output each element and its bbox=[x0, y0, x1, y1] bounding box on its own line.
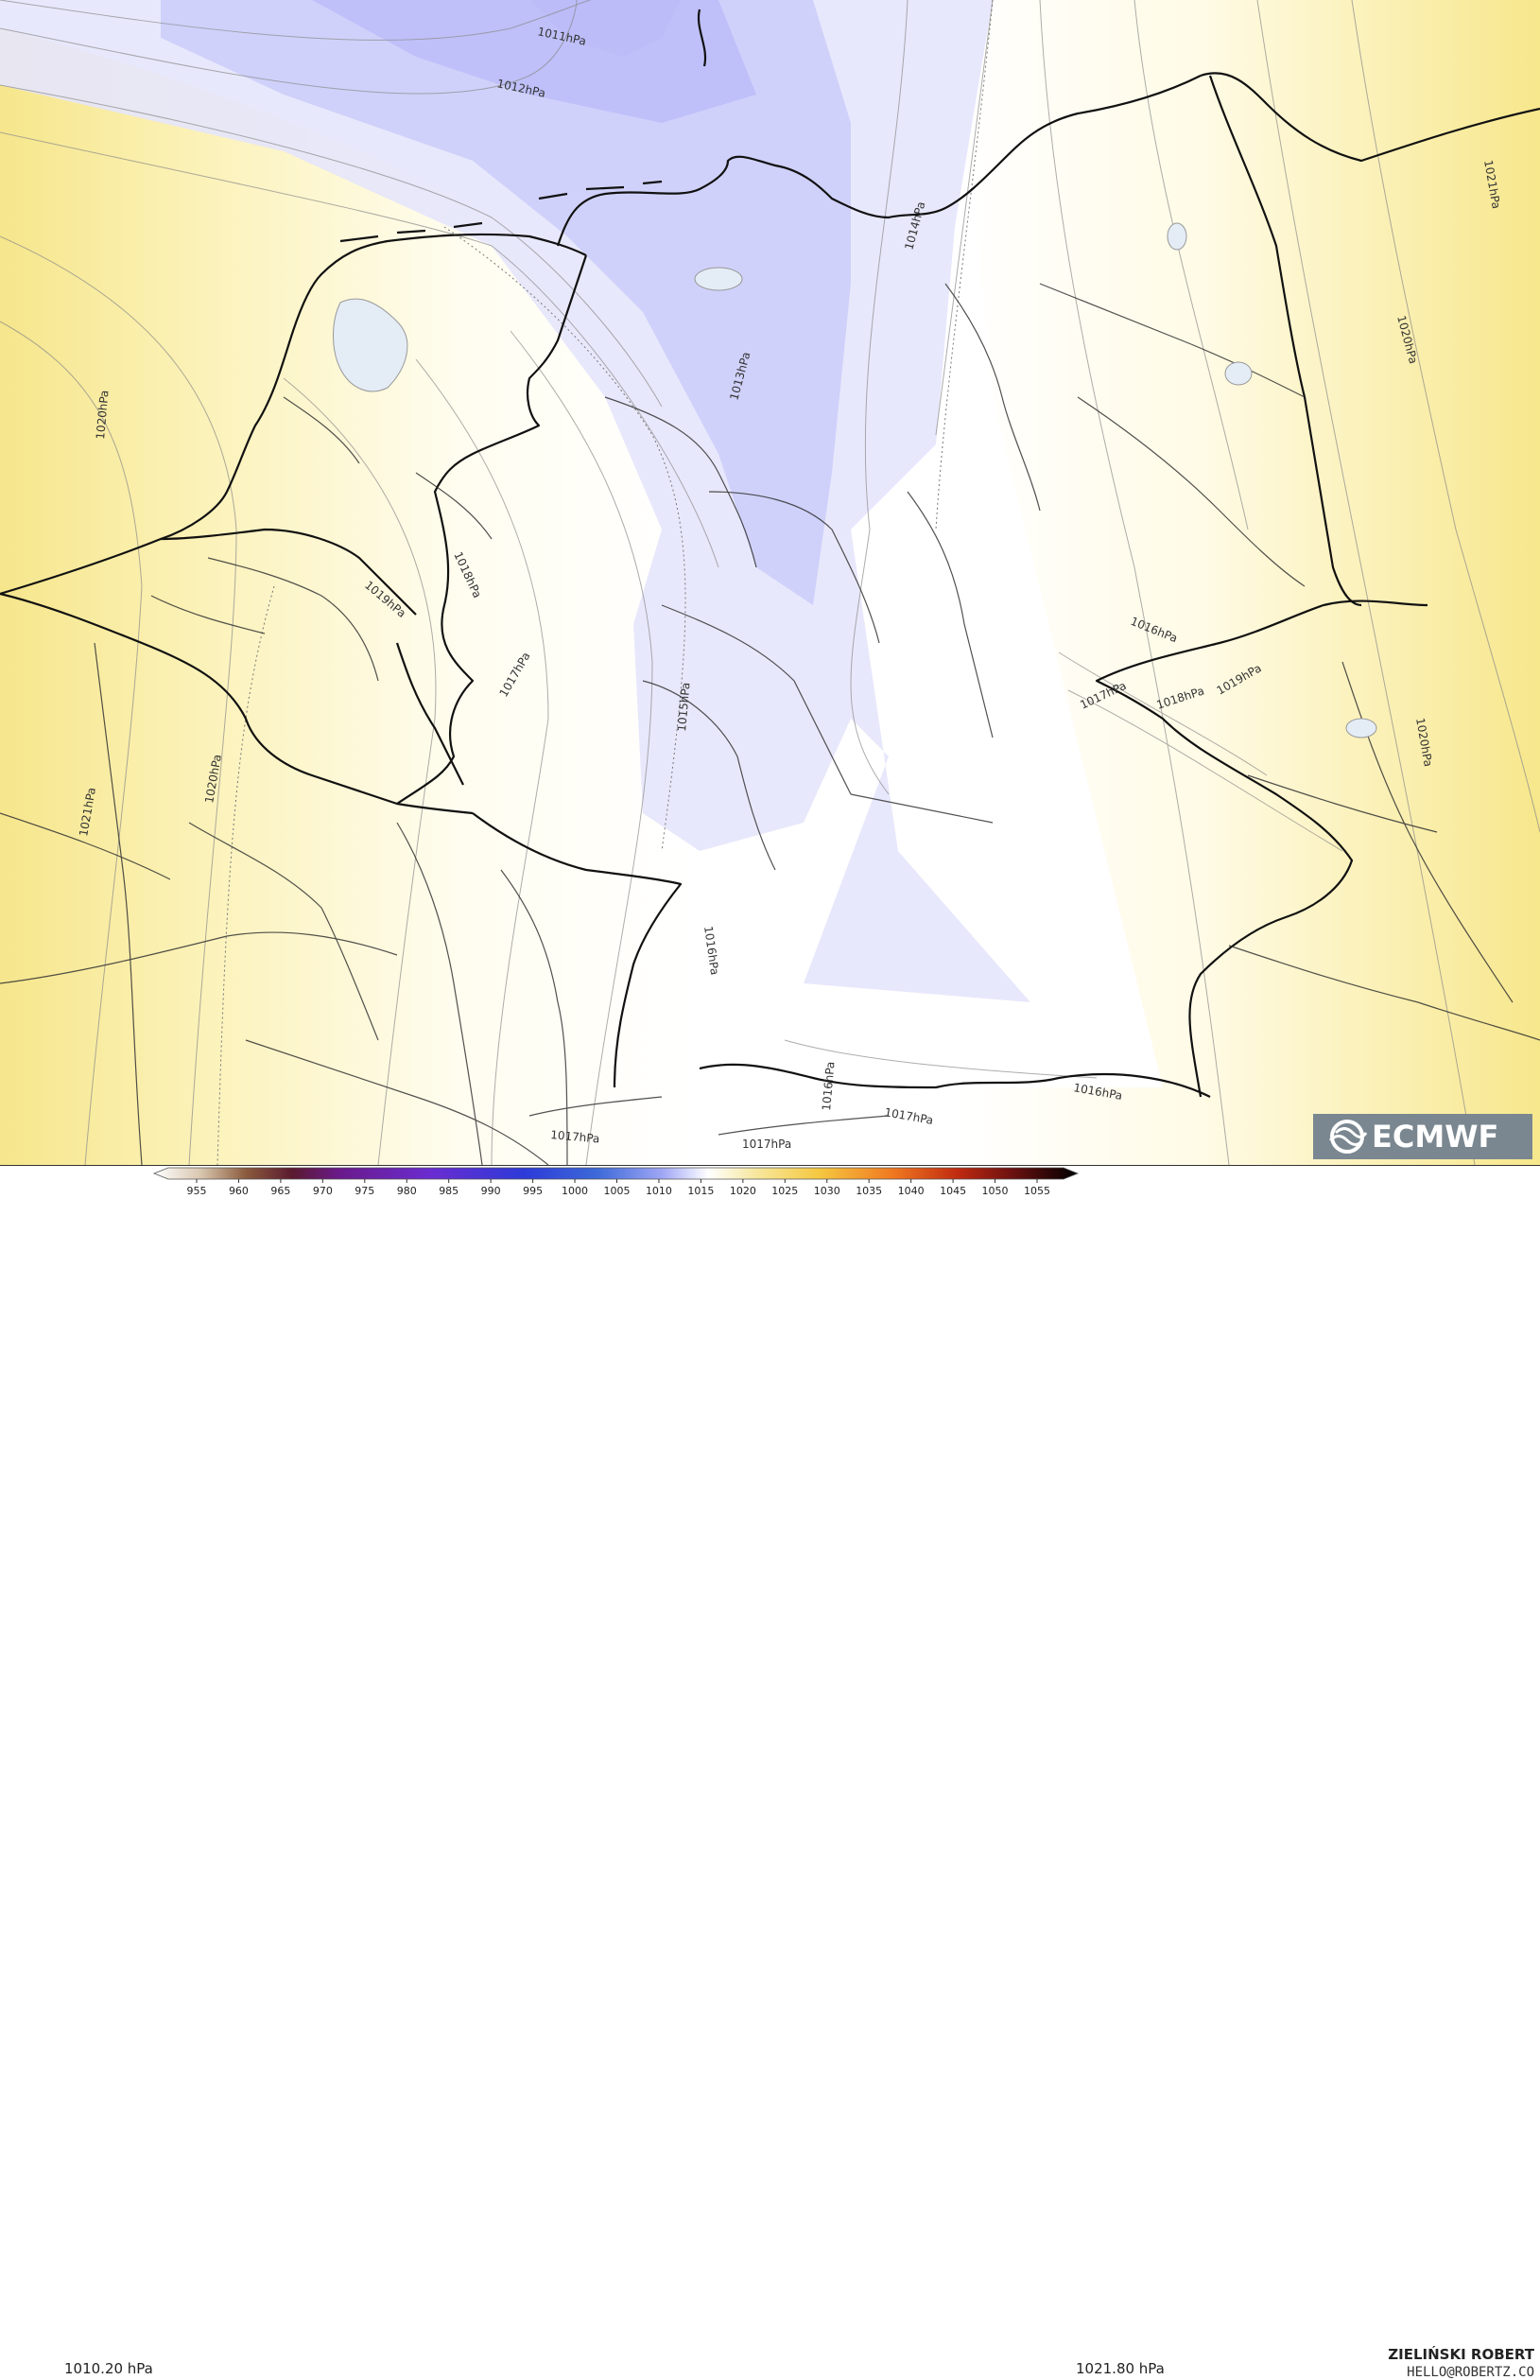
legend-min-label: 1010.20 hPa bbox=[64, 2360, 153, 2377]
ecmwf-logo: ECMWF bbox=[1313, 1114, 1532, 1159]
pressure-map: 1011hPa 1012hPa 1013hPa 1014hPa 1015hPa … bbox=[0, 0, 1540, 1165]
isobar-label: 1017hPa bbox=[550, 1128, 600, 1145]
footer-legend: 955 960 965 970 975 980 985 990 995 1000 1005 1010 1… bbox=[0, 1165, 1540, 2380]
country-borders bbox=[0, 9, 1540, 1098]
colorbar-tick-label: 965 bbox=[270, 1185, 290, 1197]
colorbar-tick-label: 1035 bbox=[856, 1185, 882, 1197]
colorbar: 955 960 965 970 975 980 985 990 995 1000 1005 1010 1… bbox=[152, 1167, 1080, 1197]
isobar-label: 1016hPa bbox=[820, 1061, 837, 1111]
lakes bbox=[333, 222, 1377, 738]
colorbar-tick-label: 1000 bbox=[562, 1185, 588, 1197]
colorbar-tick-label: 1015 bbox=[687, 1185, 714, 1197]
colorbar-tick-label: 980 bbox=[397, 1185, 417, 1197]
author-email: HELLO@ROBERTZ.CO bbox=[1407, 2365, 1534, 2380]
legend-max-label: 1021.80 hPa bbox=[1076, 2360, 1165, 2377]
colorbar-tick-label: 1005 bbox=[604, 1185, 631, 1197]
colorbar-tick-label: 1040 bbox=[898, 1185, 925, 1197]
isobar-label: 1017hPa bbox=[742, 1138, 791, 1151]
colorbar-tick-label: 995 bbox=[523, 1185, 543, 1197]
colorbar-tick-label: 955 bbox=[187, 1185, 207, 1197]
regional-borders bbox=[0, 283, 1540, 1165]
author-name: ZIELIŃSKI ROBERT bbox=[1388, 2346, 1534, 2363]
isobar-label: 1020hPa bbox=[94, 390, 111, 440]
isobar-lines bbox=[0, 0, 1540, 1165]
ecmwf-logo-icon bbox=[1326, 1120, 1368, 1154]
colorbar-tick-label: 1055 bbox=[1024, 1185, 1050, 1197]
colorbar-tick-label: 975 bbox=[355, 1185, 374, 1197]
isobar-label: 1015hPa bbox=[675, 682, 692, 732]
colorbar-tick-label: 1030 bbox=[814, 1185, 840, 1197]
colorbar-tick-label: 1020 bbox=[730, 1185, 756, 1197]
colorbar-tick-label: 990 bbox=[481, 1185, 501, 1197]
low-pressure-area-mid bbox=[161, 0, 851, 605]
colorbar-tick-label: 1050 bbox=[982, 1185, 1009, 1197]
ecmwf-logo-text: ECMWF bbox=[1372, 1119, 1499, 1155]
colorbar-tick-label: 970 bbox=[313, 1185, 333, 1197]
colorbar-tick-label: 1010 bbox=[646, 1185, 672, 1197]
colorbar-tick-label: 1045 bbox=[940, 1185, 966, 1197]
colorbar-tick-label: 985 bbox=[439, 1185, 459, 1197]
low-pressure-area-inner bbox=[312, 0, 756, 123]
dotted-contours bbox=[216, 0, 994, 1165]
colorbar-tick-label: 1025 bbox=[771, 1185, 798, 1197]
colorbar-tick-label: 960 bbox=[229, 1185, 249, 1197]
colorbar-ticks: 955 960 965 970 975 980 985 990 995 1000 1005 1010 1… bbox=[187, 1179, 1050, 1197]
